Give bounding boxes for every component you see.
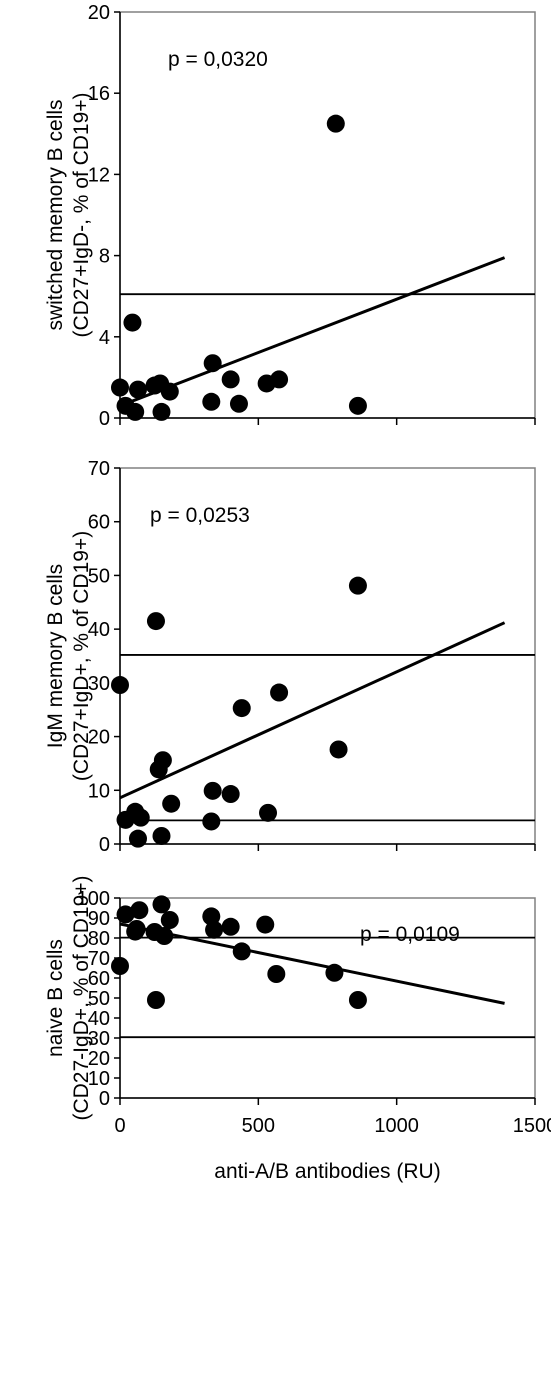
y-axis-label: (CD27+IgD+, % of CD19+) — [70, 531, 93, 781]
y-tick-label: 4 — [99, 327, 110, 349]
data-point — [221, 917, 240, 936]
y-tick-label: 20 — [88, 727, 110, 749]
data-point — [152, 402, 171, 421]
data-point — [326, 114, 345, 133]
data-point — [348, 396, 367, 415]
y-axis-label: switched memory B cells — [44, 99, 67, 330]
x-tick-label: 500 — [242, 1115, 275, 1137]
y-tick-label: 60 — [88, 968, 110, 990]
y-tick-label: 90 — [88, 908, 110, 930]
trend-line — [119, 621, 506, 800]
data-point — [259, 803, 278, 822]
trend-line — [119, 256, 506, 408]
data-point — [128, 829, 147, 848]
y-tick-label: 30 — [88, 673, 110, 695]
data-point — [160, 382, 179, 401]
data-point — [348, 991, 367, 1009]
y-tick-label: 0 — [99, 408, 110, 430]
y-tick-label: 20 — [88, 2, 110, 24]
data-point — [111, 957, 129, 975]
data-point — [127, 920, 146, 938]
y-tick-label: 16 — [88, 83, 110, 105]
data-point — [329, 740, 348, 759]
data-point — [160, 911, 179, 929]
data-point — [256, 915, 275, 934]
data-point — [202, 907, 221, 926]
y-tick-label: 0 — [99, 834, 110, 856]
data-point — [131, 808, 150, 827]
data-point — [146, 991, 165, 1009]
y-tick-label: 20 — [88, 1048, 110, 1070]
data-point — [116, 905, 135, 924]
data-point — [202, 812, 221, 831]
data-point — [203, 781, 222, 800]
y-axis-label: (CD27+IgD-, % of CD19+) — [70, 92, 93, 337]
data-point — [152, 895, 171, 914]
data-point — [205, 920, 224, 939]
data-point — [130, 901, 149, 920]
data-point — [203, 354, 222, 373]
y-tick-label: 60 — [88, 512, 110, 534]
y-tick-label: 70 — [88, 458, 110, 480]
p-value-annotation: p = 0,0109 — [360, 923, 460, 946]
y-axis-label: naive B cells — [44, 939, 67, 1057]
data-point — [152, 826, 171, 845]
data-point — [126, 402, 145, 421]
data-point — [155, 927, 174, 945]
data-point — [202, 392, 221, 411]
y-axis-label: (CD27-IgD+, % of CD19+) — [70, 875, 93, 1120]
data-point — [267, 965, 286, 983]
p-value-annotation: p = 0,0320 — [168, 48, 268, 71]
y-tick-label: 0 — [99, 1088, 110, 1110]
y-tick-label: 8 — [99, 246, 110, 268]
data-point — [111, 378, 129, 397]
data-point — [221, 785, 240, 804]
data-point — [153, 751, 172, 770]
data-point — [146, 612, 165, 631]
data-point — [229, 394, 248, 413]
y-tick-label: 40 — [88, 619, 110, 641]
y-axis-label: IgM memory B cells — [44, 564, 67, 748]
x-axis-label: anti-A/B antibodies (RU) — [214, 1160, 440, 1183]
plot-frame — [119, 11, 536, 419]
x-tick-label: 1500 — [513, 1115, 551, 1137]
data-point — [232, 942, 251, 961]
data-point — [111, 676, 129, 695]
trend-line — [119, 922, 505, 1005]
chart-panel-2: 0 10 20 30 40 50 60 70 p = 0,0253 IgM memory B ce… — [44, 458, 536, 856]
y-tick-label: 80 — [88, 928, 110, 950]
y-tick-label: 70 — [88, 948, 110, 970]
y-tick-label: 100 — [77, 888, 110, 910]
data-point — [221, 370, 240, 389]
data-point — [325, 963, 344, 982]
data-point — [232, 699, 251, 718]
x-tick-label: 0 — [114, 1115, 125, 1137]
data-point — [123, 313, 142, 332]
y-tick-label: 50 — [88, 988, 110, 1010]
y-tick-label: 10 — [88, 780, 110, 802]
chart-panel-3: 0102030405060708090100050010001500p = 0,… — [44, 875, 551, 1183]
p-value-annotation: p = 0,0253 — [150, 504, 250, 527]
y-tick-label: 12 — [88, 164, 110, 186]
data-point — [162, 794, 181, 813]
data-point — [270, 683, 289, 702]
data-point — [128, 380, 147, 399]
y-tick-label: 40 — [88, 1008, 110, 1030]
data-point — [348, 576, 367, 595]
chart-panel-1: 0 4 8 12 16 20 p = 0,0320 switched memory B cel… — [44, 2, 536, 430]
y-tick-label: 30 — [88, 1028, 110, 1050]
y-tick-label: 50 — [88, 565, 110, 587]
data-point — [270, 370, 289, 389]
x-tick-label: 1000 — [374, 1115, 419, 1137]
y-tick-label: 10 — [88, 1068, 110, 1090]
